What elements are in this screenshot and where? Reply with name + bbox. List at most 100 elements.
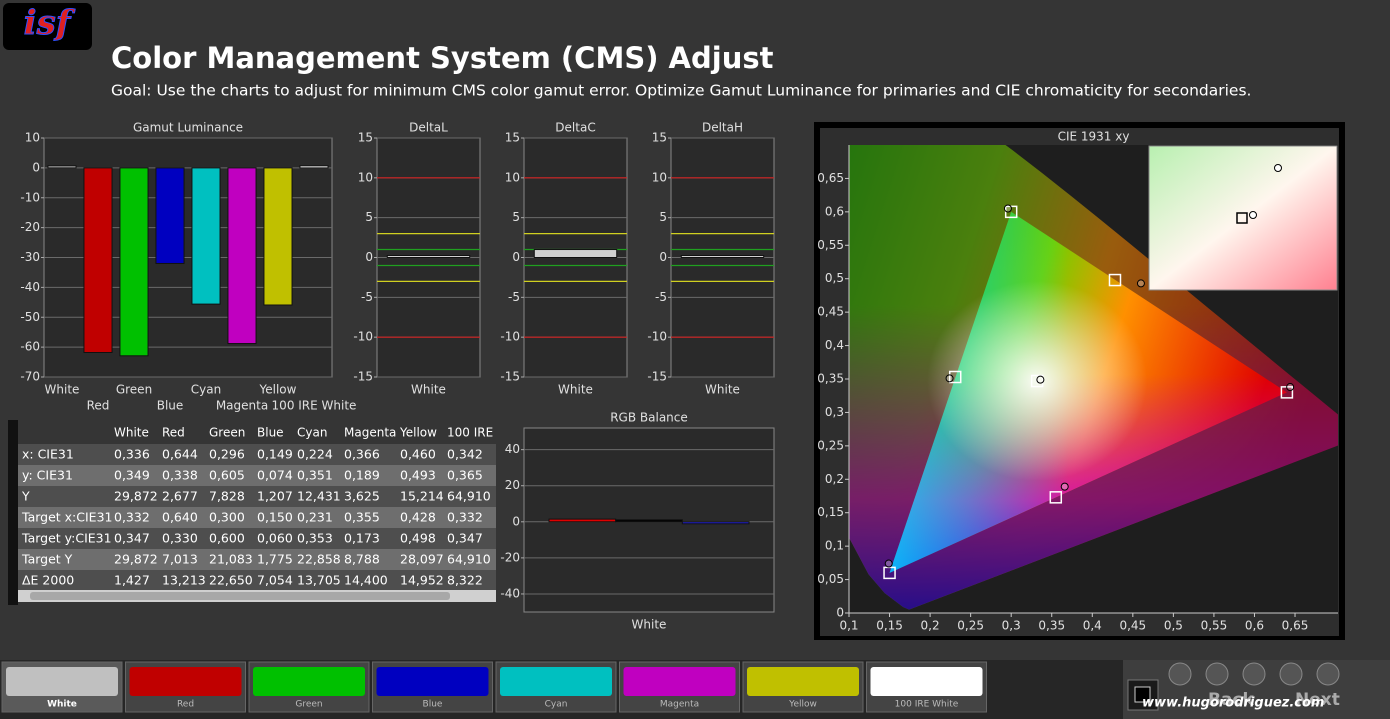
table-cell: 0,342 <box>447 447 483 462</box>
bar <box>533 249 618 259</box>
swatch-color[interactable] <box>6 667 118 696</box>
measured-marker <box>945 374 954 383</box>
table-row <box>18 486 496 507</box>
x-tick-label: Green <box>116 383 152 397</box>
x-tick-label: White <box>558 383 593 397</box>
x-tick-label: 0,25 <box>957 619 984 633</box>
control-button[interactable] <box>1168 662 1192 686</box>
swatch-label[interactable]: Green <box>295 700 322 710</box>
table-cell: 2,677 <box>162 489 198 504</box>
table-cell: 21,083 <box>209 552 253 567</box>
swatch-label[interactable]: Cyan <box>545 700 568 710</box>
control-button[interactable] <box>1279 662 1303 686</box>
table-cell: 0,189 <box>344 468 380 483</box>
y-tick-label: 5 <box>659 210 667 224</box>
y-tick-label: 10 <box>358 170 373 184</box>
table-cell: 7,828 <box>209 489 245 504</box>
x-tick-label: 0,3 <box>1002 619 1021 633</box>
table-cell: 0,605 <box>209 468 245 483</box>
table-cell: 22,858 <box>297 552 341 567</box>
table-cell: 14,400 <box>344 573 388 588</box>
y-tick-label: -70 <box>20 370 40 384</box>
y-tick-label: -20 <box>20 220 40 234</box>
table-cell: 0,460 <box>400 447 436 462</box>
zoom-inset <box>1148 145 1338 291</box>
bar <box>299 165 329 169</box>
table-cell: 1,775 <box>257 552 293 567</box>
y-tick-label: -30 <box>20 250 40 264</box>
x-tick-label: Yellow <box>259 383 297 397</box>
column-header: Cyan <box>297 426 327 440</box>
swatch-label[interactable]: Magenta <box>660 700 699 710</box>
table-cell: 0,498 <box>400 531 436 546</box>
swatch-button[interactable]: 100 IRE White <box>866 661 987 713</box>
chart-title: CIE 1931 xy <box>1058 130 1130 144</box>
swatch-label[interactable]: Blue <box>423 700 443 710</box>
swatch-button[interactable]: Blue <box>372 661 493 713</box>
back-button[interactable]: Back <box>1208 690 1255 710</box>
y-tick-label: 0,45 <box>817 305 844 319</box>
next-button[interactable]: Next <box>1295 690 1340 710</box>
x-tick-label: 0,4 <box>1083 619 1102 633</box>
swatch-button[interactable]: Magenta <box>619 661 740 713</box>
bar <box>83 167 113 354</box>
logo: isf <box>24 3 76 43</box>
y-tick-label: 40 <box>505 442 520 456</box>
swatch-button[interactable]: Cyan <box>495 661 617 713</box>
y-tick-label: 0,25 <box>817 438 844 452</box>
swatch-color[interactable] <box>870 667 983 696</box>
x-tick-label: 0,35 <box>1038 619 1065 633</box>
swatch-button[interactable]: White <box>1 661 123 713</box>
table-cell: 13,705 <box>297 573 341 588</box>
row-label: ΔE 2000 <box>22 573 74 588</box>
inset-measured <box>1274 164 1282 172</box>
swatch-label[interactable]: Yellow <box>788 700 817 710</box>
x-tick-label: White <box>411 383 446 397</box>
swatch-label[interactable]: 100 IRE White <box>895 700 959 710</box>
bar <box>680 255 765 258</box>
y-tick-label: 0,15 <box>817 505 844 519</box>
table-cell: 1,427 <box>114 573 150 588</box>
y-tick-label: -20 <box>500 550 520 564</box>
x-tick-label: White <box>45 383 80 397</box>
swatch-color[interactable] <box>376 667 489 696</box>
table-cell: 0,060 <box>257 531 293 546</box>
column-header: Yellow <box>399 426 437 440</box>
bar <box>548 518 617 523</box>
scroll-thumb[interactable] <box>30 592 450 600</box>
swatch-color[interactable] <box>253 667 365 696</box>
swatch-label[interactable]: White <box>47 700 77 710</box>
swatch-label[interactable]: Red <box>177 700 194 710</box>
table-cell: 0,347 <box>447 531 483 546</box>
swatch-color[interactable] <box>129 667 242 696</box>
y-tick-label: 0,3 <box>825 405 844 419</box>
stop-button[interactable] <box>1127 679 1159 711</box>
swatch-color[interactable] <box>747 667 859 696</box>
y-tick-label: 0,6 <box>825 204 844 218</box>
x-tick-label: 0,6 <box>1245 619 1264 633</box>
control-button[interactable] <box>1242 662 1266 686</box>
control-button[interactable] <box>1316 662 1340 686</box>
bar <box>386 255 471 258</box>
target-marker <box>948 370 962 384</box>
chart-title: Gamut Luminance <box>133 121 243 135</box>
x-tick-label: Magenta <box>216 399 268 413</box>
row-label: Y <box>21 489 30 504</box>
table-strip <box>8 420 18 605</box>
target-marker <box>1049 491 1063 504</box>
column-header: White <box>114 426 149 440</box>
y-tick-label: -50 <box>20 310 40 324</box>
swatch-button[interactable]: Green <box>248 661 370 713</box>
swatch-color[interactable] <box>500 667 612 696</box>
y-tick-label: -5 <box>655 290 667 304</box>
swatch-color[interactable] <box>623 667 736 696</box>
table-cell: 0,355 <box>344 510 380 525</box>
swatch-button[interactable]: Red <box>125 661 246 713</box>
y-tick-label: -40 <box>500 586 520 600</box>
y-tick-label: -5 <box>361 290 373 304</box>
table-cell: 0,224 <box>297 447 333 462</box>
table-cell: 0,351 <box>297 468 333 483</box>
table-cell: 0,296 <box>209 447 245 462</box>
swatch-button[interactable]: Yellow <box>742 661 864 713</box>
control-button[interactable] <box>1205 662 1229 686</box>
